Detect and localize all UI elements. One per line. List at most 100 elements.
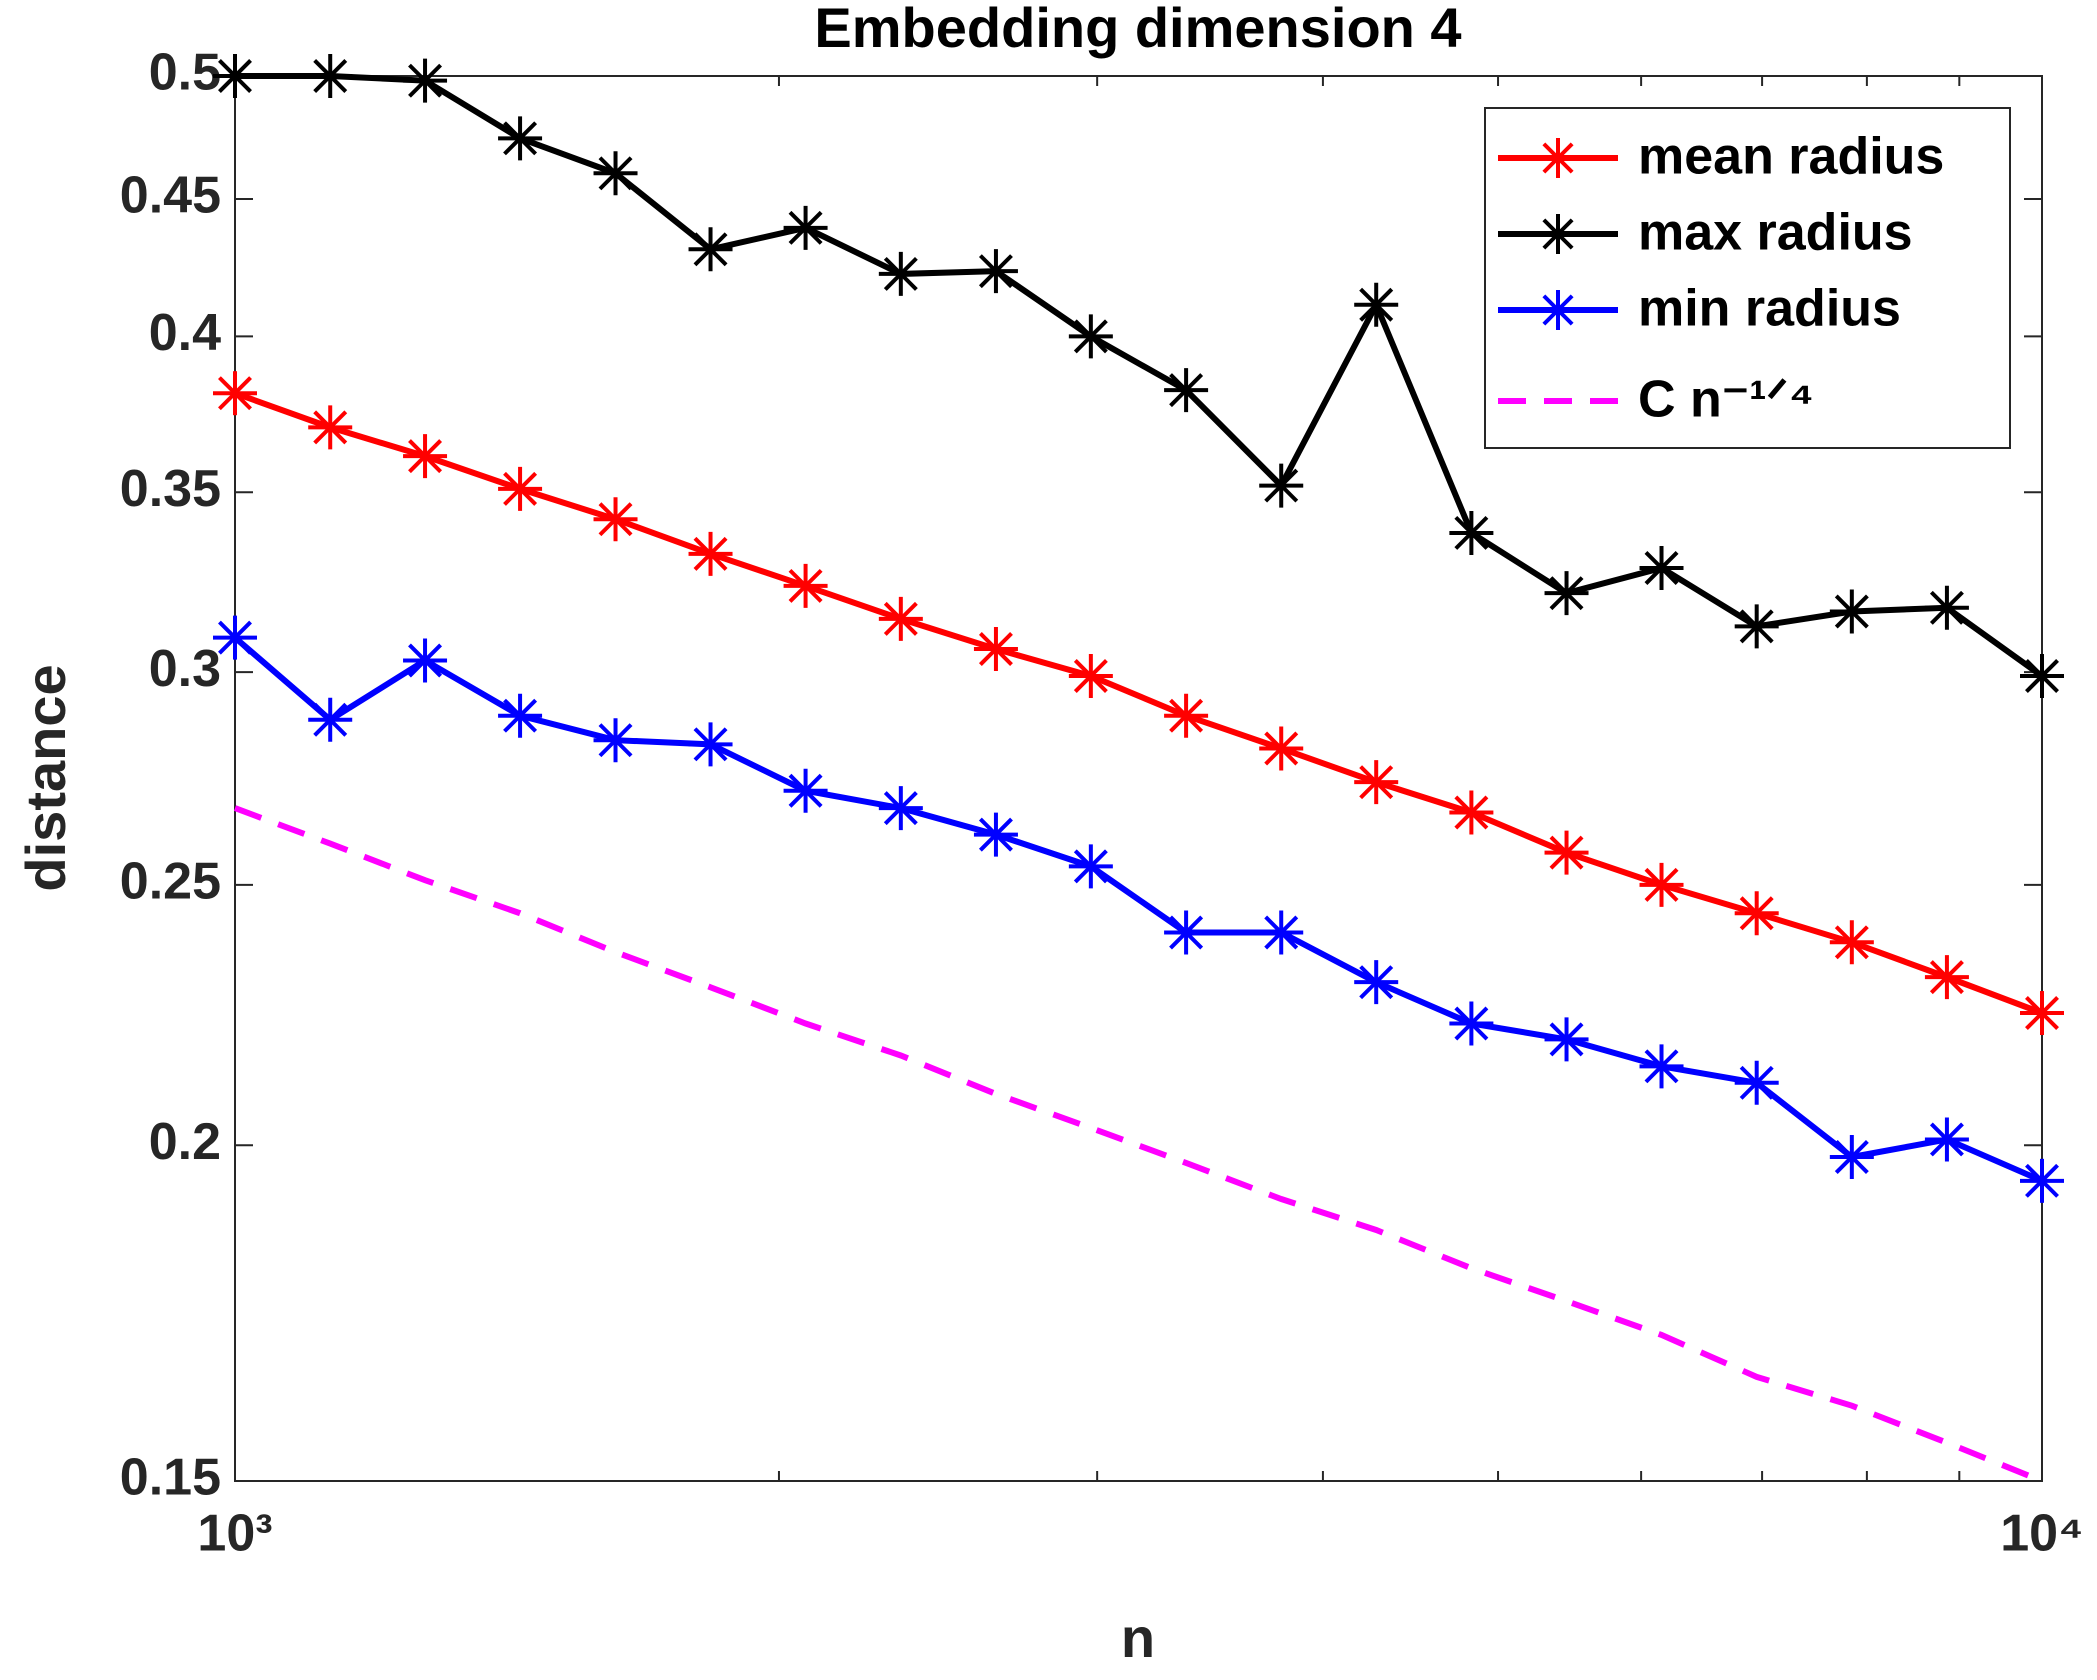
data-point-stroke xyxy=(408,439,443,474)
data-point xyxy=(308,405,353,450)
data-point xyxy=(1068,654,1113,699)
data-point-stroke xyxy=(1359,765,1394,800)
data-point-stroke xyxy=(503,121,538,156)
data-point-stroke xyxy=(1454,1006,1489,1041)
data-point-stroke xyxy=(1929,1122,1964,1157)
data-point xyxy=(1164,910,1209,955)
legend: mean radius max radius min radius C n⁻¹ᐟ⁴ xyxy=(1484,107,2011,449)
data-point xyxy=(1544,830,1589,875)
legend-label: min radius xyxy=(1638,280,1901,338)
data-point-stroke xyxy=(883,256,918,291)
data-point-stroke xyxy=(1359,965,1394,1000)
data-point xyxy=(1734,1060,1779,1105)
data-point-stroke xyxy=(313,410,348,445)
data-point-stroke xyxy=(1549,835,1584,870)
data-point-stroke xyxy=(1739,609,1774,644)
data-point-stroke xyxy=(978,817,1013,852)
data-point xyxy=(783,205,828,250)
data-point-stroke xyxy=(1929,960,1964,995)
data-point xyxy=(878,251,923,296)
data-point-stroke xyxy=(2025,996,2059,1031)
data-point-stroke xyxy=(1549,1022,1584,1057)
data-point xyxy=(593,718,638,763)
data-point xyxy=(213,615,257,660)
data-point xyxy=(1259,910,1304,955)
data-point-stroke xyxy=(788,568,823,603)
data-point-stroke xyxy=(693,727,728,762)
data-point xyxy=(973,627,1018,672)
legend-marker xyxy=(1538,138,1578,178)
data-point xyxy=(1259,463,1304,508)
data-point xyxy=(1829,920,1874,965)
data-point xyxy=(1164,368,1209,413)
data-point xyxy=(308,697,353,742)
data-point-stroke xyxy=(1264,915,1299,950)
data-point xyxy=(308,54,353,98)
data-point-stroke xyxy=(1929,590,1964,625)
data-point-stroke xyxy=(313,702,348,737)
legend-marker xyxy=(1538,290,1578,330)
data-point xyxy=(2020,1158,2064,1203)
data-point xyxy=(1354,760,1399,805)
series-line xyxy=(233,390,2044,1016)
data-point-stroke xyxy=(598,156,633,191)
data-point-stroke xyxy=(1264,731,1299,766)
data-point-stroke xyxy=(1834,1140,1869,1174)
data-point xyxy=(1829,1135,1874,1180)
data-point xyxy=(2020,654,2064,699)
data-point-stroke xyxy=(2025,1163,2059,1198)
data-point-stroke xyxy=(1454,795,1489,830)
data-point xyxy=(593,151,638,196)
data-point-stroke xyxy=(598,723,633,758)
legend-marker xyxy=(1538,214,1578,254)
x-axis-label: n xyxy=(1121,1606,1155,1669)
data-point xyxy=(1924,1117,1969,1162)
chart-title: Embedding dimension 4 xyxy=(814,0,1461,59)
data-point xyxy=(1829,589,1874,634)
data-point xyxy=(498,693,543,738)
y-tick-label: 0.2 xyxy=(149,1113,221,1171)
data-point-stroke xyxy=(1169,373,1204,408)
data-point-stroke xyxy=(788,210,823,245)
data-point xyxy=(1639,545,1684,590)
data-point xyxy=(1734,891,1779,936)
data-point-stroke xyxy=(1264,468,1299,503)
legend-label: mean radius xyxy=(1638,128,1944,186)
data-point xyxy=(1449,1001,1494,1046)
data-point xyxy=(783,563,828,608)
data-point-stroke xyxy=(1073,659,1108,693)
y-tick-label: 0.25 xyxy=(120,853,221,911)
y-axis-label: distance xyxy=(14,664,77,891)
data-point xyxy=(973,249,1018,294)
legend-marker-stroke xyxy=(1542,294,1574,326)
data-point-stroke xyxy=(1739,1065,1774,1100)
data-point-stroke xyxy=(978,254,1013,289)
y-tick-label: 0.4 xyxy=(149,304,221,362)
data-point xyxy=(1068,844,1113,889)
data-point-stroke xyxy=(503,471,538,506)
data-point-stroke xyxy=(218,620,252,655)
data-point xyxy=(783,768,828,813)
x-tick-label: 10³ xyxy=(197,1505,272,1563)
data-point-stroke xyxy=(788,773,823,808)
data-point-stroke xyxy=(693,536,728,571)
data-point-stroke xyxy=(1073,849,1108,884)
data-point xyxy=(1354,282,1399,327)
data-point-stroke xyxy=(218,59,252,93)
series-line xyxy=(233,635,2044,1184)
data-point xyxy=(1259,726,1304,771)
data-point xyxy=(403,638,448,683)
data-point-stroke xyxy=(1739,896,1774,931)
data-point-stroke xyxy=(503,698,538,733)
data-point xyxy=(1639,1044,1684,1089)
data-point xyxy=(1449,790,1494,835)
data-point-stroke xyxy=(1454,515,1489,550)
data-point-stroke xyxy=(1644,1049,1679,1084)
data-point xyxy=(403,58,448,103)
y-tick-label: 0.15 xyxy=(120,1449,221,1507)
data-point xyxy=(1068,314,1113,359)
y-tick-label: 0.45 xyxy=(120,167,221,225)
data-point-stroke xyxy=(1169,698,1204,733)
data-point xyxy=(1734,604,1779,649)
data-point-stroke xyxy=(408,63,443,98)
